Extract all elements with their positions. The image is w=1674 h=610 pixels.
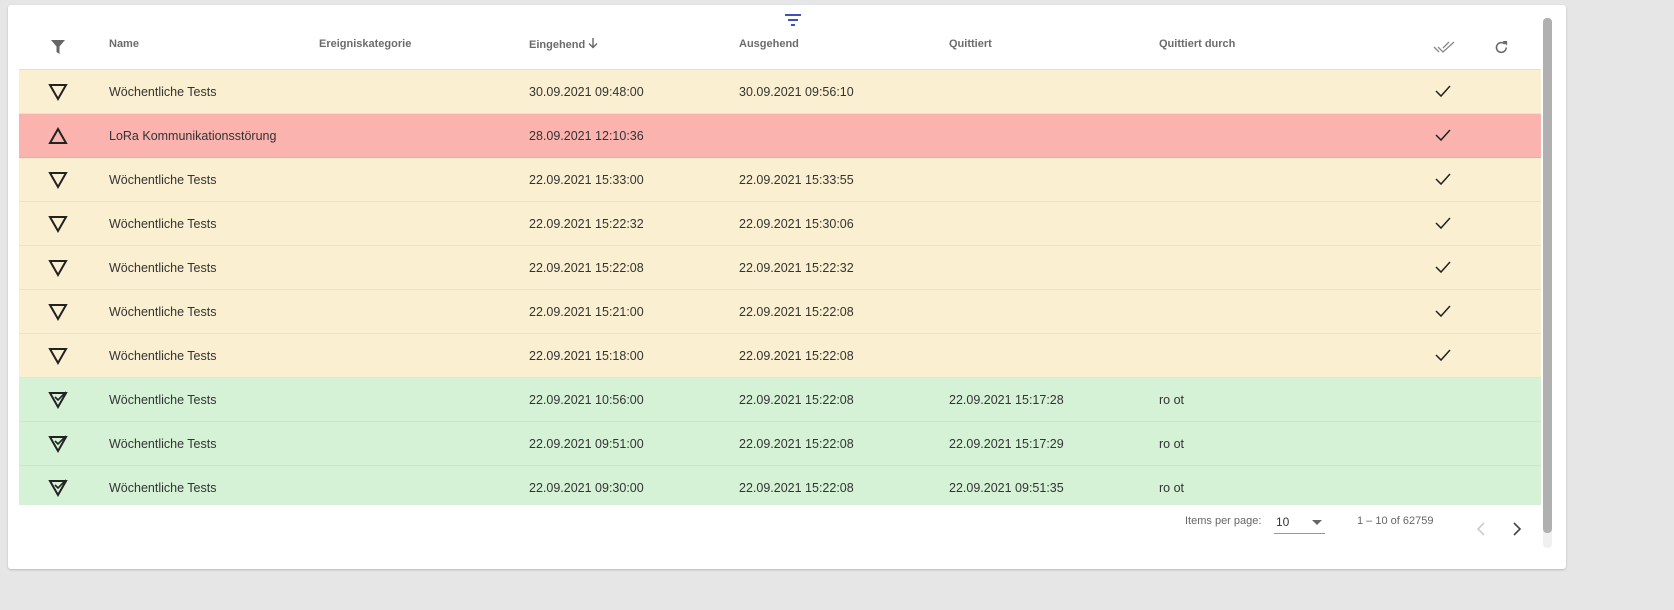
table-row[interactable]: Wöchentliche Tests 22.09.2021 15:33:00 22.…	[19, 158, 1541, 202]
table-row[interactable]: Wöchentliche Tests 22.09.2021 09:51:00 22.…	[19, 422, 1541, 466]
refresh-icon[interactable]	[1494, 40, 1509, 55]
double-check-icon[interactable]	[1433, 41, 1455, 53]
triangle-down-check-icon	[48, 391, 68, 410]
cell-acknowledged: 22.09.2021 09:51:35	[949, 481, 1064, 495]
arrow-down-icon	[588, 38, 598, 49]
triangle-down-icon	[48, 172, 68, 190]
cell-incoming: 30.09.2021 09:48:00	[529, 85, 644, 99]
cell-name: Wöchentliche Tests	[109, 173, 217, 187]
table-row[interactable]: Wöchentliche Tests 30.09.2021 09:48:00 30.…	[19, 70, 1541, 114]
cell-acknowledged-by: ro ot	[1159, 481, 1185, 495]
cell-name: Wöchentliche Tests	[109, 261, 217, 275]
cell-incoming: 22.09.2021 09:30:00	[529, 481, 644, 495]
cell-outgoing: 22.09.2021 15:22:08	[739, 349, 854, 363]
acknowledge-check-icon[interactable]	[1435, 216, 1451, 230]
page-size-select[interactable]: 10	[1274, 510, 1325, 534]
triangle-down-icon	[48, 216, 68, 234]
cell-name: Wöchentliche Tests	[109, 437, 217, 451]
filter-toggle-icon[interactable]	[784, 13, 802, 27]
filter-icon[interactable]	[51, 40, 65, 54]
cell-name: Wöchentliche Tests	[109, 393, 217, 407]
next-page-icon[interactable]	[1512, 522, 1522, 536]
cell-outgoing: 22.09.2021 15:22:08	[739, 393, 854, 407]
cell-incoming: 22.09.2021 15:33:00	[529, 173, 644, 187]
table-header: Name Ereigniskategorie Eingehend Ausgehe…	[19, 20, 1541, 70]
cell-acknowledged: 22.09.2021 15:17:28	[949, 393, 1064, 407]
cell-acknowledged: 22.09.2021 15:17:29	[949, 437, 1064, 451]
table-row[interactable]: Wöchentliche Tests 22.09.2021 15:22:08 22.…	[19, 246, 1541, 290]
cell-incoming: 22.09.2021 09:51:00	[529, 437, 644, 451]
acknowledge-check-icon[interactable]	[1435, 348, 1451, 362]
page-size-value: 10	[1276, 515, 1290, 529]
acknowledge-check-icon[interactable]	[1435, 172, 1451, 186]
column-name[interactable]: Name	[109, 38, 139, 50]
table-row[interactable]: Wöchentliche Tests 22.09.2021 10:56:00 22.…	[19, 378, 1541, 422]
cell-incoming: 22.09.2021 10:56:00	[529, 393, 644, 407]
table-row[interactable]: Wöchentliche Tests 22.09.2021 09:30:00 22.…	[19, 466, 1541, 505]
column-category[interactable]: Ereigniskategorie	[319, 38, 412, 50]
cell-incoming: 22.09.2021 15:22:08	[529, 261, 644, 275]
cell-acknowledged-by: ro ot	[1159, 437, 1185, 451]
cell-incoming: 22.09.2021 15:22:32	[529, 217, 644, 231]
cell-name: Wöchentliche Tests	[109, 481, 217, 495]
column-incoming[interactable]: Eingehend	[529, 38, 598, 51]
acknowledge-check-icon[interactable]	[1435, 260, 1451, 274]
cell-name: Wöchentliche Tests	[109, 85, 217, 99]
triangle-up-icon	[48, 126, 68, 144]
cell-outgoing: 22.09.2021 15:22:08	[739, 437, 854, 451]
cell-name: Wöchentliche Tests	[109, 217, 217, 231]
acknowledge-check-icon[interactable]	[1435, 84, 1451, 98]
scrollbar[interactable]	[1543, 18, 1552, 548]
alarm-table-card: Name Ereigniskategorie Eingehend Ausgehe…	[8, 5, 1566, 569]
triangle-down-check-icon	[48, 479, 68, 498]
cell-outgoing: 22.09.2021 15:22:32	[739, 261, 854, 275]
cell-incoming: 22.09.2021 15:21:00	[529, 305, 644, 319]
triangle-down-check-icon	[48, 435, 68, 454]
cell-outgoing: 22.09.2021 15:22:08	[739, 305, 854, 319]
cell-incoming: 22.09.2021 15:18:00	[529, 349, 644, 363]
items-per-page-label: Items per page:	[1185, 515, 1262, 527]
cell-outgoing: 30.09.2021 09:56:10	[739, 85, 854, 99]
table-row[interactable]: Wöchentliche Tests 22.09.2021 15:22:32 22.…	[19, 202, 1541, 246]
previous-page-icon[interactable]	[1476, 522, 1486, 536]
triangle-down-icon	[48, 304, 68, 322]
cell-incoming: 28.09.2021 12:10:36	[529, 129, 644, 143]
scrollbar-thumb[interactable]	[1543, 18, 1552, 533]
cell-name: Wöchentliche Tests	[109, 305, 217, 319]
table-row[interactable]: LoRa Kommunikationsstörung 28.09.2021 12:…	[19, 114, 1541, 158]
cell-outgoing: 22.09.2021 15:30:06	[739, 217, 854, 231]
cell-outgoing: 22.09.2021 15:33:55	[739, 173, 854, 187]
dropdown-arrow-icon	[1312, 520, 1322, 525]
triangle-down-icon	[48, 348, 68, 366]
column-acknowledged-by[interactable]: Quittiert durch	[1159, 38, 1236, 50]
column-outgoing[interactable]: Ausgehend	[739, 38, 799, 50]
acknowledge-check-icon[interactable]	[1435, 304, 1451, 318]
cell-name: LoRa Kommunikationsstörung	[109, 129, 277, 143]
column-acknowledged[interactable]: Quittiert	[949, 38, 992, 50]
cell-outgoing: 22.09.2021 15:22:08	[739, 481, 854, 495]
cell-acknowledged-by: ro ot	[1159, 393, 1185, 407]
triangle-down-icon	[48, 260, 68, 278]
triangle-down-icon	[48, 84, 68, 102]
table-row[interactable]: Wöchentliche Tests 22.09.2021 15:18:00 22.…	[19, 334, 1541, 378]
table-row[interactable]: Wöchentliche Tests 22.09.2021 15:21:00 22.…	[19, 290, 1541, 334]
alarm-table: Name Ereigniskategorie Eingehend Ausgehe…	[19, 20, 1541, 505]
acknowledge-check-icon[interactable]	[1435, 128, 1451, 142]
page-range-label: 1 – 10 of 62759	[1357, 515, 1434, 527]
cell-name: Wöchentliche Tests	[109, 349, 217, 363]
column-incoming-label: Eingehend	[529, 39, 586, 51]
